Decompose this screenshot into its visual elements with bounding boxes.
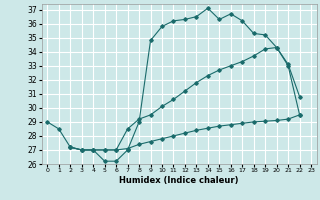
X-axis label: Humidex (Indice chaleur): Humidex (Indice chaleur) — [119, 176, 239, 185]
